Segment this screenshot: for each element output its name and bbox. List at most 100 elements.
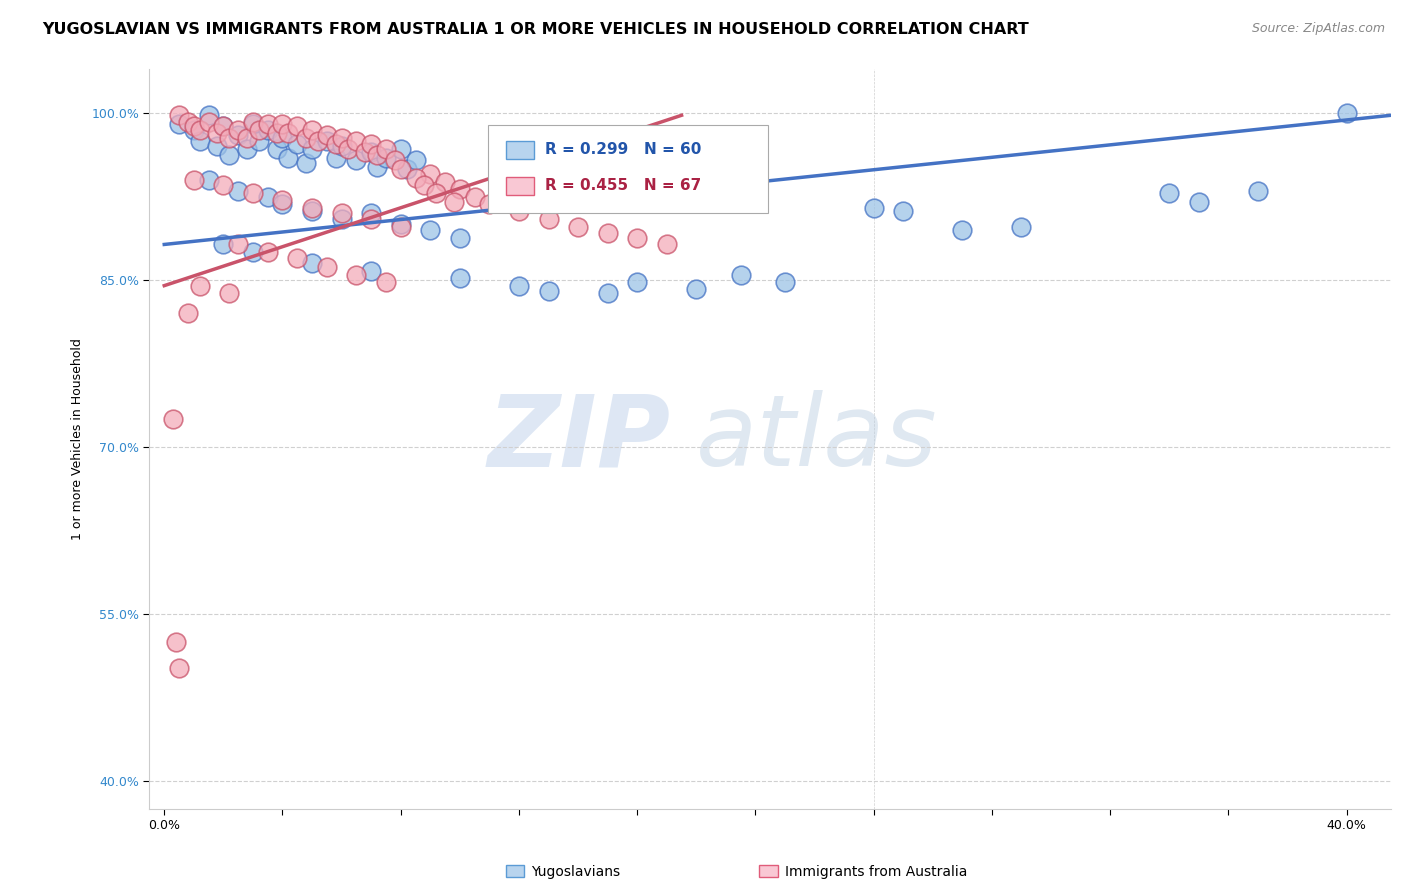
Text: R = 0.299   N = 60: R = 0.299 N = 60 [546, 143, 702, 158]
Point [207, 126, 229, 140]
Point [271, 130, 294, 145]
Point [537, 211, 560, 226]
Point [226, 237, 249, 252]
Point [567, 219, 589, 234]
Text: atlas: atlas [696, 391, 938, 487]
Point [478, 197, 501, 211]
Point [188, 134, 211, 148]
Point [325, 151, 347, 165]
Point [242, 115, 264, 129]
Point [167, 108, 190, 122]
Text: Immigrants from Australia: Immigrants from Australia [785, 865, 967, 880]
Point [301, 142, 323, 156]
Point [183, 120, 205, 134]
Point [247, 134, 270, 148]
Point [285, 120, 308, 134]
Point [360, 145, 382, 159]
Point [419, 167, 441, 181]
Point [360, 211, 382, 226]
Point [242, 245, 264, 260]
Text: R = 0.455   N = 67: R = 0.455 N = 67 [546, 178, 702, 194]
Point [226, 122, 249, 136]
Point [226, 128, 249, 143]
Point [344, 134, 367, 148]
Point [236, 130, 259, 145]
Point [891, 204, 914, 219]
Point [344, 153, 367, 167]
Point [247, 122, 270, 136]
Point [218, 130, 240, 145]
Point [389, 218, 412, 232]
Point [360, 206, 382, 220]
Point [212, 120, 235, 134]
Point [256, 122, 278, 136]
Text: Source: ZipAtlas.com: Source: ZipAtlas.com [1251, 22, 1385, 36]
Text: ZIP: ZIP [488, 391, 671, 487]
Point [685, 282, 707, 296]
Point [443, 195, 465, 210]
Point [315, 134, 337, 148]
Point [405, 170, 427, 185]
Point [508, 278, 530, 293]
Point [626, 275, 648, 289]
Y-axis label: 1 or more Vehicles in Household: 1 or more Vehicles in Household [72, 338, 84, 540]
Point [266, 126, 288, 140]
Point [626, 231, 648, 245]
Point [271, 193, 294, 207]
Point [449, 231, 471, 245]
Point [1159, 186, 1181, 201]
Point [360, 137, 382, 152]
Point [384, 153, 406, 167]
Point [295, 130, 318, 145]
Point [330, 130, 353, 145]
Point [301, 122, 323, 136]
Point [212, 237, 235, 252]
Point [413, 178, 436, 193]
Point [301, 201, 323, 215]
Point [188, 122, 211, 136]
Point [285, 251, 308, 265]
Point [425, 186, 447, 201]
Point [218, 286, 240, 301]
Point [508, 204, 530, 219]
Point [315, 128, 337, 143]
Point [655, 237, 678, 252]
Point [366, 148, 388, 162]
Point [375, 275, 398, 289]
Point [256, 189, 278, 203]
Point [256, 117, 278, 131]
Point [1247, 184, 1270, 198]
Point [236, 142, 259, 156]
Point [212, 120, 235, 134]
Point [325, 137, 347, 152]
Point [537, 284, 560, 298]
Text: Yugoslavians: Yugoslavians [531, 865, 620, 880]
Point [177, 115, 200, 129]
Point [389, 161, 412, 176]
Point [596, 286, 619, 301]
Point [197, 108, 219, 122]
Point [336, 142, 359, 156]
Point [242, 186, 264, 201]
Point [405, 153, 427, 167]
Point [330, 211, 353, 226]
Point [315, 260, 337, 274]
Point [1336, 106, 1358, 120]
Point [197, 173, 219, 187]
Point [271, 117, 294, 131]
Point [183, 173, 205, 187]
Point [226, 184, 249, 198]
Point [295, 156, 318, 170]
Point [434, 175, 457, 189]
Point [165, 635, 187, 649]
Text: YUGOSLAVIAN VS IMMIGRANTS FROM AUSTRALIA 1 OR MORE VEHICLES IN HOUSEHOLD CORRELA: YUGOSLAVIAN VS IMMIGRANTS FROM AUSTRALIA… [42, 22, 1029, 37]
Point [162, 412, 184, 426]
Point [271, 197, 294, 211]
Point [1188, 195, 1211, 210]
Point [419, 223, 441, 237]
Point [330, 206, 353, 220]
Point [256, 245, 278, 260]
Point [212, 178, 235, 193]
Point [301, 256, 323, 270]
Point [773, 275, 796, 289]
